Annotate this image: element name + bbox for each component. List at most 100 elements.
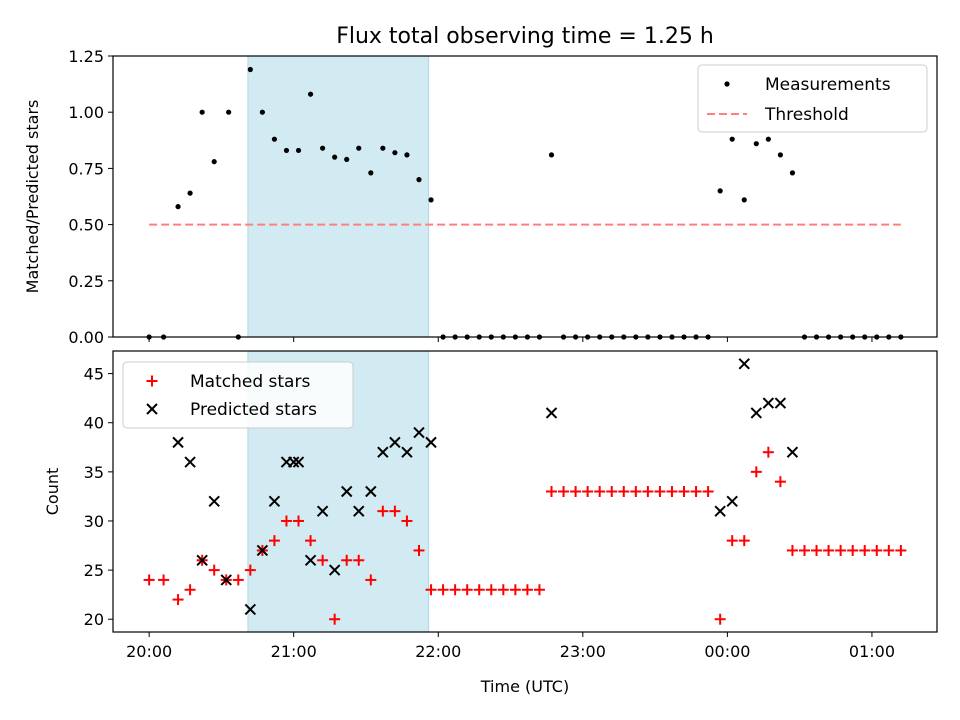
matched-star-point (594, 486, 606, 497)
predicted-star-point-b (377, 446, 389, 458)
measurement-point (789, 170, 796, 176)
measurement-point (753, 141, 759, 147)
top-ytick-label: 0.75 (68, 159, 104, 178)
top-ytick-label: 1.00 (68, 103, 104, 122)
chart-title: Flux total observing time = 1.25 h (336, 24, 714, 49)
measurement-point (741, 197, 747, 203)
measurement-point (175, 204, 181, 210)
measurement-point (199, 109, 205, 115)
matched-star-point (329, 613, 341, 625)
legend-matched-label: Matched stars (190, 372, 310, 392)
measurement-point (211, 159, 217, 165)
matched-star-point (690, 486, 702, 497)
measurement-point (356, 145, 362, 151)
matched-star-point (798, 544, 810, 556)
measurement-point (283, 147, 290, 154)
matched-star-point (895, 544, 907, 556)
measurement-point (226, 109, 232, 115)
predicted-star-point-b (196, 554, 208, 566)
matched-star-point (630, 486, 642, 497)
predicted-star-point (726, 495, 738, 508)
predicted-star-point (196, 554, 208, 566)
matched-star-point (365, 574, 377, 586)
predicted-star-point-b (304, 554, 317, 566)
predicted-star-point-b (413, 426, 425, 439)
matched-star-point (353, 554, 365, 566)
bottom-xtick-label: 22:00 (415, 642, 461, 661)
matched-star-point (425, 584, 437, 596)
measurement-point (307, 91, 314, 97)
legend-measurements-marker (724, 81, 730, 87)
measurement-point (320, 145, 326, 151)
predicted-star-point-b (316, 505, 329, 517)
matched-star-point (738, 535, 750, 547)
measurement-point (187, 190, 193, 196)
matched-star-point (158, 574, 170, 586)
matched-star-point (413, 544, 425, 556)
predicted-star-point (316, 505, 329, 517)
predicted-star-point (244, 603, 257, 616)
matched-star-point (293, 515, 305, 527)
matched-star-point (774, 476, 786, 488)
predicted-star-point-b (401, 446, 413, 458)
measurement-point (259, 109, 265, 115)
matched-star-point (377, 505, 389, 517)
predicted-star-point-b (341, 485, 353, 498)
predicted-star-point (750, 407, 763, 419)
matched-star-point (244, 564, 256, 576)
predicted-star-point (208, 495, 220, 508)
matched-star-point (437, 584, 449, 596)
matched-star-point (208, 564, 220, 576)
measurement-point (295, 147, 302, 154)
matched-star-point (786, 544, 798, 556)
predicted-star-point (714, 505, 726, 517)
matched-star-point (618, 486, 630, 497)
matched-star-point (546, 486, 558, 497)
predicted-star-point (365, 485, 377, 498)
top-ytick-label: 0.50 (68, 216, 104, 235)
matched-star-point (533, 584, 545, 596)
predicted-star-point-b (287, 456, 300, 468)
matched-star-point (497, 584, 509, 596)
matched-star-point (847, 544, 859, 556)
legend-threshold-label: Threshold (764, 105, 849, 125)
top-legend-box (697, 64, 928, 133)
predicted-star-point-b (389, 436, 401, 449)
predicted-star-point (304, 554, 317, 566)
matched-star-point (143, 574, 155, 586)
measurement-point (729, 136, 735, 142)
predicted-star-point-b (762, 397, 775, 409)
predicted-star-point (341, 485, 353, 498)
predicted-star-point (184, 456, 196, 468)
matched-star-point (268, 535, 280, 547)
measurement-point (777, 152, 783, 158)
matched-star-point (582, 486, 594, 497)
matched-star-point (570, 486, 582, 497)
predicted-star-point (762, 397, 775, 409)
measurement-point (717, 188, 723, 194)
bottom-ytick-label: 25 (84, 561, 104, 580)
bottom-legend-box (122, 361, 354, 429)
predicted-star-point-b (545, 407, 558, 419)
predicted-star-point (413, 426, 425, 439)
matched-star-point (509, 584, 521, 596)
top-axes-frame (112, 55, 938, 338)
predicted-star-point-b (172, 436, 184, 449)
legend-predicted-label: Predicted stars (190, 400, 317, 420)
predicted-star-point-b (738, 358, 750, 370)
measurement-point (416, 177, 422, 183)
matched-star-point (558, 486, 570, 497)
measurement-point (368, 170, 374, 176)
predicted-star-point (256, 544, 269, 557)
predicted-star-point-b (268, 495, 281, 508)
predicted-star-point (425, 436, 437, 449)
measurement-point (392, 150, 398, 156)
bottom-xtick-label: 23:00 (560, 642, 606, 661)
bottom-xtick-label: 21:00 (271, 642, 317, 661)
predicted-star-point-b (244, 603, 257, 616)
predicted-star-point (774, 397, 787, 409)
predicted-star-point-b (726, 495, 738, 508)
predicted-star-point (377, 446, 389, 458)
top-panel: 0.00 0.25 0.50 0.75 1.00 1.25 Matched/Predicte… (23, 47, 938, 347)
